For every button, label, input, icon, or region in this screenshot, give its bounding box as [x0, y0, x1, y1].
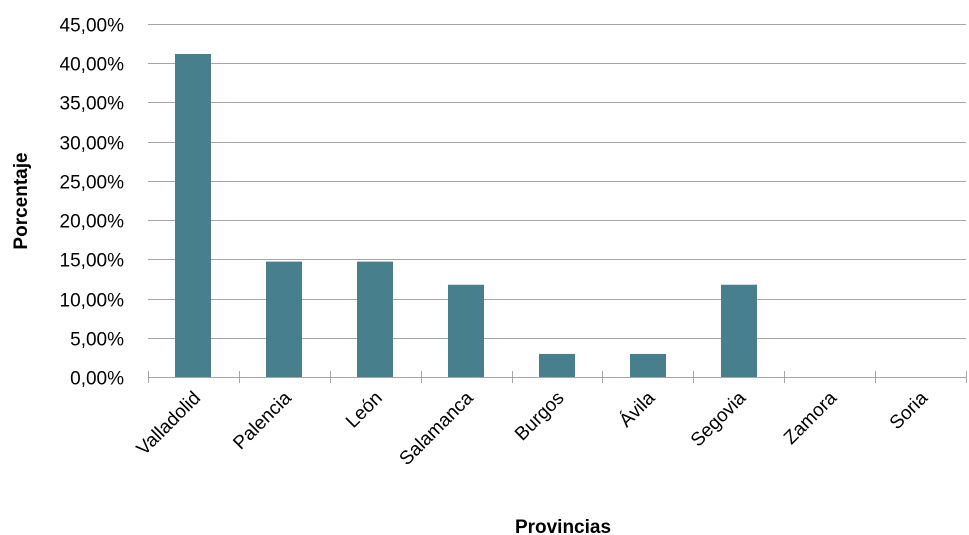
bar — [448, 284, 484, 377]
bar — [721, 284, 757, 377]
x-tick-label: Burgos — [511, 388, 568, 445]
y-tick-label: 25,00% — [60, 173, 125, 194]
x-tick-labels: Valladolid Palencia León Salamanca Burgos Ávi… — [133, 387, 933, 469]
y-tick-label: 15,00% — [60, 251, 125, 272]
x-tick-label: Ávila — [615, 387, 659, 431]
x-axis-title: Provincias — [515, 517, 611, 535]
bars — [175, 53, 757, 377]
y-tick-label: 20,00% — [60, 212, 125, 233]
y-tick-labels: 0,00% 5,00% 10,00% 15,00% 20,00% 25,00% 30,00%… — [60, 16, 125, 390]
y-tick-label: 40,00% — [60, 55, 125, 76]
bar — [539, 353, 575, 377]
bar — [175, 53, 211, 377]
x-tick-label: León — [342, 388, 387, 433]
bar — [357, 261, 393, 377]
x-tick-label: Soria — [886, 387, 933, 434]
y-tick-label: 35,00% — [60, 94, 125, 115]
x-tick-label: Salamanca — [396, 387, 478, 469]
bar — [266, 261, 302, 377]
y-axis-title: Porcentaje — [11, 152, 32, 249]
y-tick-label: 5,00% — [70, 330, 124, 351]
y-tick-label: 10,00% — [60, 291, 125, 312]
x-tick-label: Zamora — [780, 387, 841, 448]
x-tick-label: Valladolid — [133, 388, 205, 460]
x-tick-label: Palencia — [229, 387, 296, 454]
y-tick-label: 30,00% — [60, 134, 125, 155]
bar — [630, 353, 666, 377]
axes — [148, 371, 967, 383]
y-tick-label: 0,00% — [70, 369, 124, 390]
y-tick-label: 45,00% — [60, 16, 125, 37]
x-tick-label: Segovia — [687, 387, 751, 451]
